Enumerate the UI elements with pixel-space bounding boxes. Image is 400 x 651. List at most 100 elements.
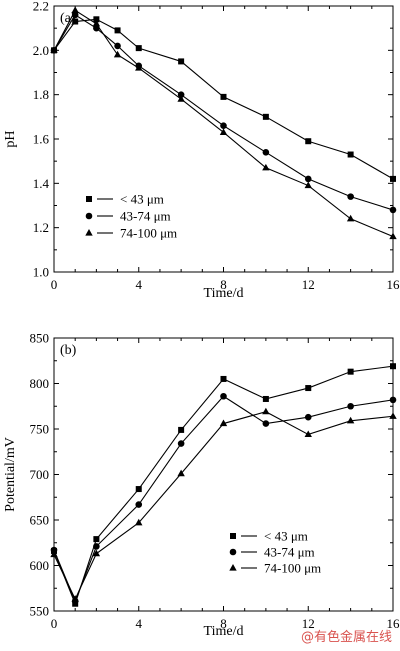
y-tick-label: 1.8 [33,87,49,102]
data-point [135,518,143,526]
data-point [220,375,227,382]
legend-marker [230,533,236,539]
y-tick-label: 1.0 [33,265,49,280]
legend-item: 43-74 μm [85,209,171,224]
legend-item: 74-100 μm [229,561,321,576]
data-point [390,175,396,182]
data-point [220,122,227,129]
y-tick-label: 650 [30,513,50,528]
legend-marker [86,196,92,202]
data-point [50,46,58,53]
y-tick-label: 550 [30,604,50,619]
data-point [92,549,101,557]
legend-label: 43-74 μm [264,545,315,560]
plot-frame [53,5,394,273]
watermark-text: @有色金属在线 [301,629,392,645]
data-point [304,413,312,421]
data-point [135,501,143,508]
data-point [389,412,397,419]
data-point [304,181,312,189]
series-3 [50,6,397,240]
data-point [177,91,185,98]
y-tick-label: 700 [30,467,50,482]
x-tick-label: 4 [136,277,143,292]
y-tick-label: 2.0 [33,43,49,58]
data-point [92,19,101,27]
data-point [304,175,312,183]
data-point [71,595,79,602]
y-tick-label: 2.2 [33,0,49,14]
data-point [178,58,185,65]
data-point [346,416,355,424]
x-tick-label: 0 [51,277,58,292]
data-point [262,113,269,120]
data-point [262,420,270,427]
x-tick-label: 8 [220,277,227,292]
data-point [220,93,227,100]
y-tick-label: 850 [30,331,50,346]
y-axis-title: pH [3,130,18,147]
data-point [220,392,227,400]
legend-marker [229,548,237,556]
legend-item: 43-74 μm [229,545,315,560]
data-point [389,232,397,240]
data-point [390,363,396,370]
legend-label: 74-100 μm [264,561,321,576]
data-point [347,193,354,200]
legend-marker [85,229,93,236]
x-tick-label: 16 [387,277,400,292]
data-point [305,385,312,392]
data-point [262,163,270,171]
data-point [347,151,354,158]
series-line [53,395,394,603]
series-line [53,411,394,601]
data-point [304,430,312,438]
legend-label: < 43 μm [120,192,164,207]
x-tick-label: 16 [387,616,400,631]
y-tick-label: 600 [30,558,50,573]
series-line [53,365,394,606]
chart-panel-b: 0 4 8 12 16 550 600 650 700 750 800 850 (b) Time/d Pot… [3,331,400,640]
data-point [347,368,354,375]
chart-panel-a: 0 4 8 12 161.01.21.41.61.82.02.2(a)Time/dpH<… [3,0,400,301]
series-3 [50,407,397,602]
x-tick-label: 4 [136,616,143,631]
data-point [178,426,185,433]
x-tick-label: 12 [302,616,315,631]
series-1 [51,16,396,182]
data-point [219,128,228,135]
data-point [114,42,121,50]
legend-label: < 43 μm [264,529,308,544]
data-point [177,469,185,477]
legend-item: 74-100 μm [85,226,177,241]
data-point [71,6,79,14]
y-tick-label: 750 [30,422,50,437]
y-tick-label: 1.2 [33,220,49,235]
series-2 [50,11,397,214]
x-axis-title: Time/d [204,286,244,301]
data-point [262,149,270,156]
data-point [135,45,142,52]
x-axis-title: Time/d [204,624,244,639]
data-point [113,50,122,58]
series-line [53,14,394,211]
data-point [389,206,397,214]
legend-label: 74-100 μm [120,226,177,241]
data-point [135,486,142,493]
data-point [305,138,312,145]
legend-label: 43-74 μm [120,209,171,224]
data-point [219,419,228,427]
data-point [177,95,185,102]
x-tick-label: 0 [51,616,58,631]
data-point [93,16,100,23]
panel-label: (b) [60,343,77,358]
data-point [389,396,397,404]
data-point [114,27,121,34]
y-axis-title: Potential/mV [3,437,18,512]
data-point [50,546,58,554]
legend-item: < 43 μm [230,529,308,544]
y-tick-label: 1.6 [33,132,50,147]
data-point [347,402,354,410]
legend-marker [229,564,237,571]
